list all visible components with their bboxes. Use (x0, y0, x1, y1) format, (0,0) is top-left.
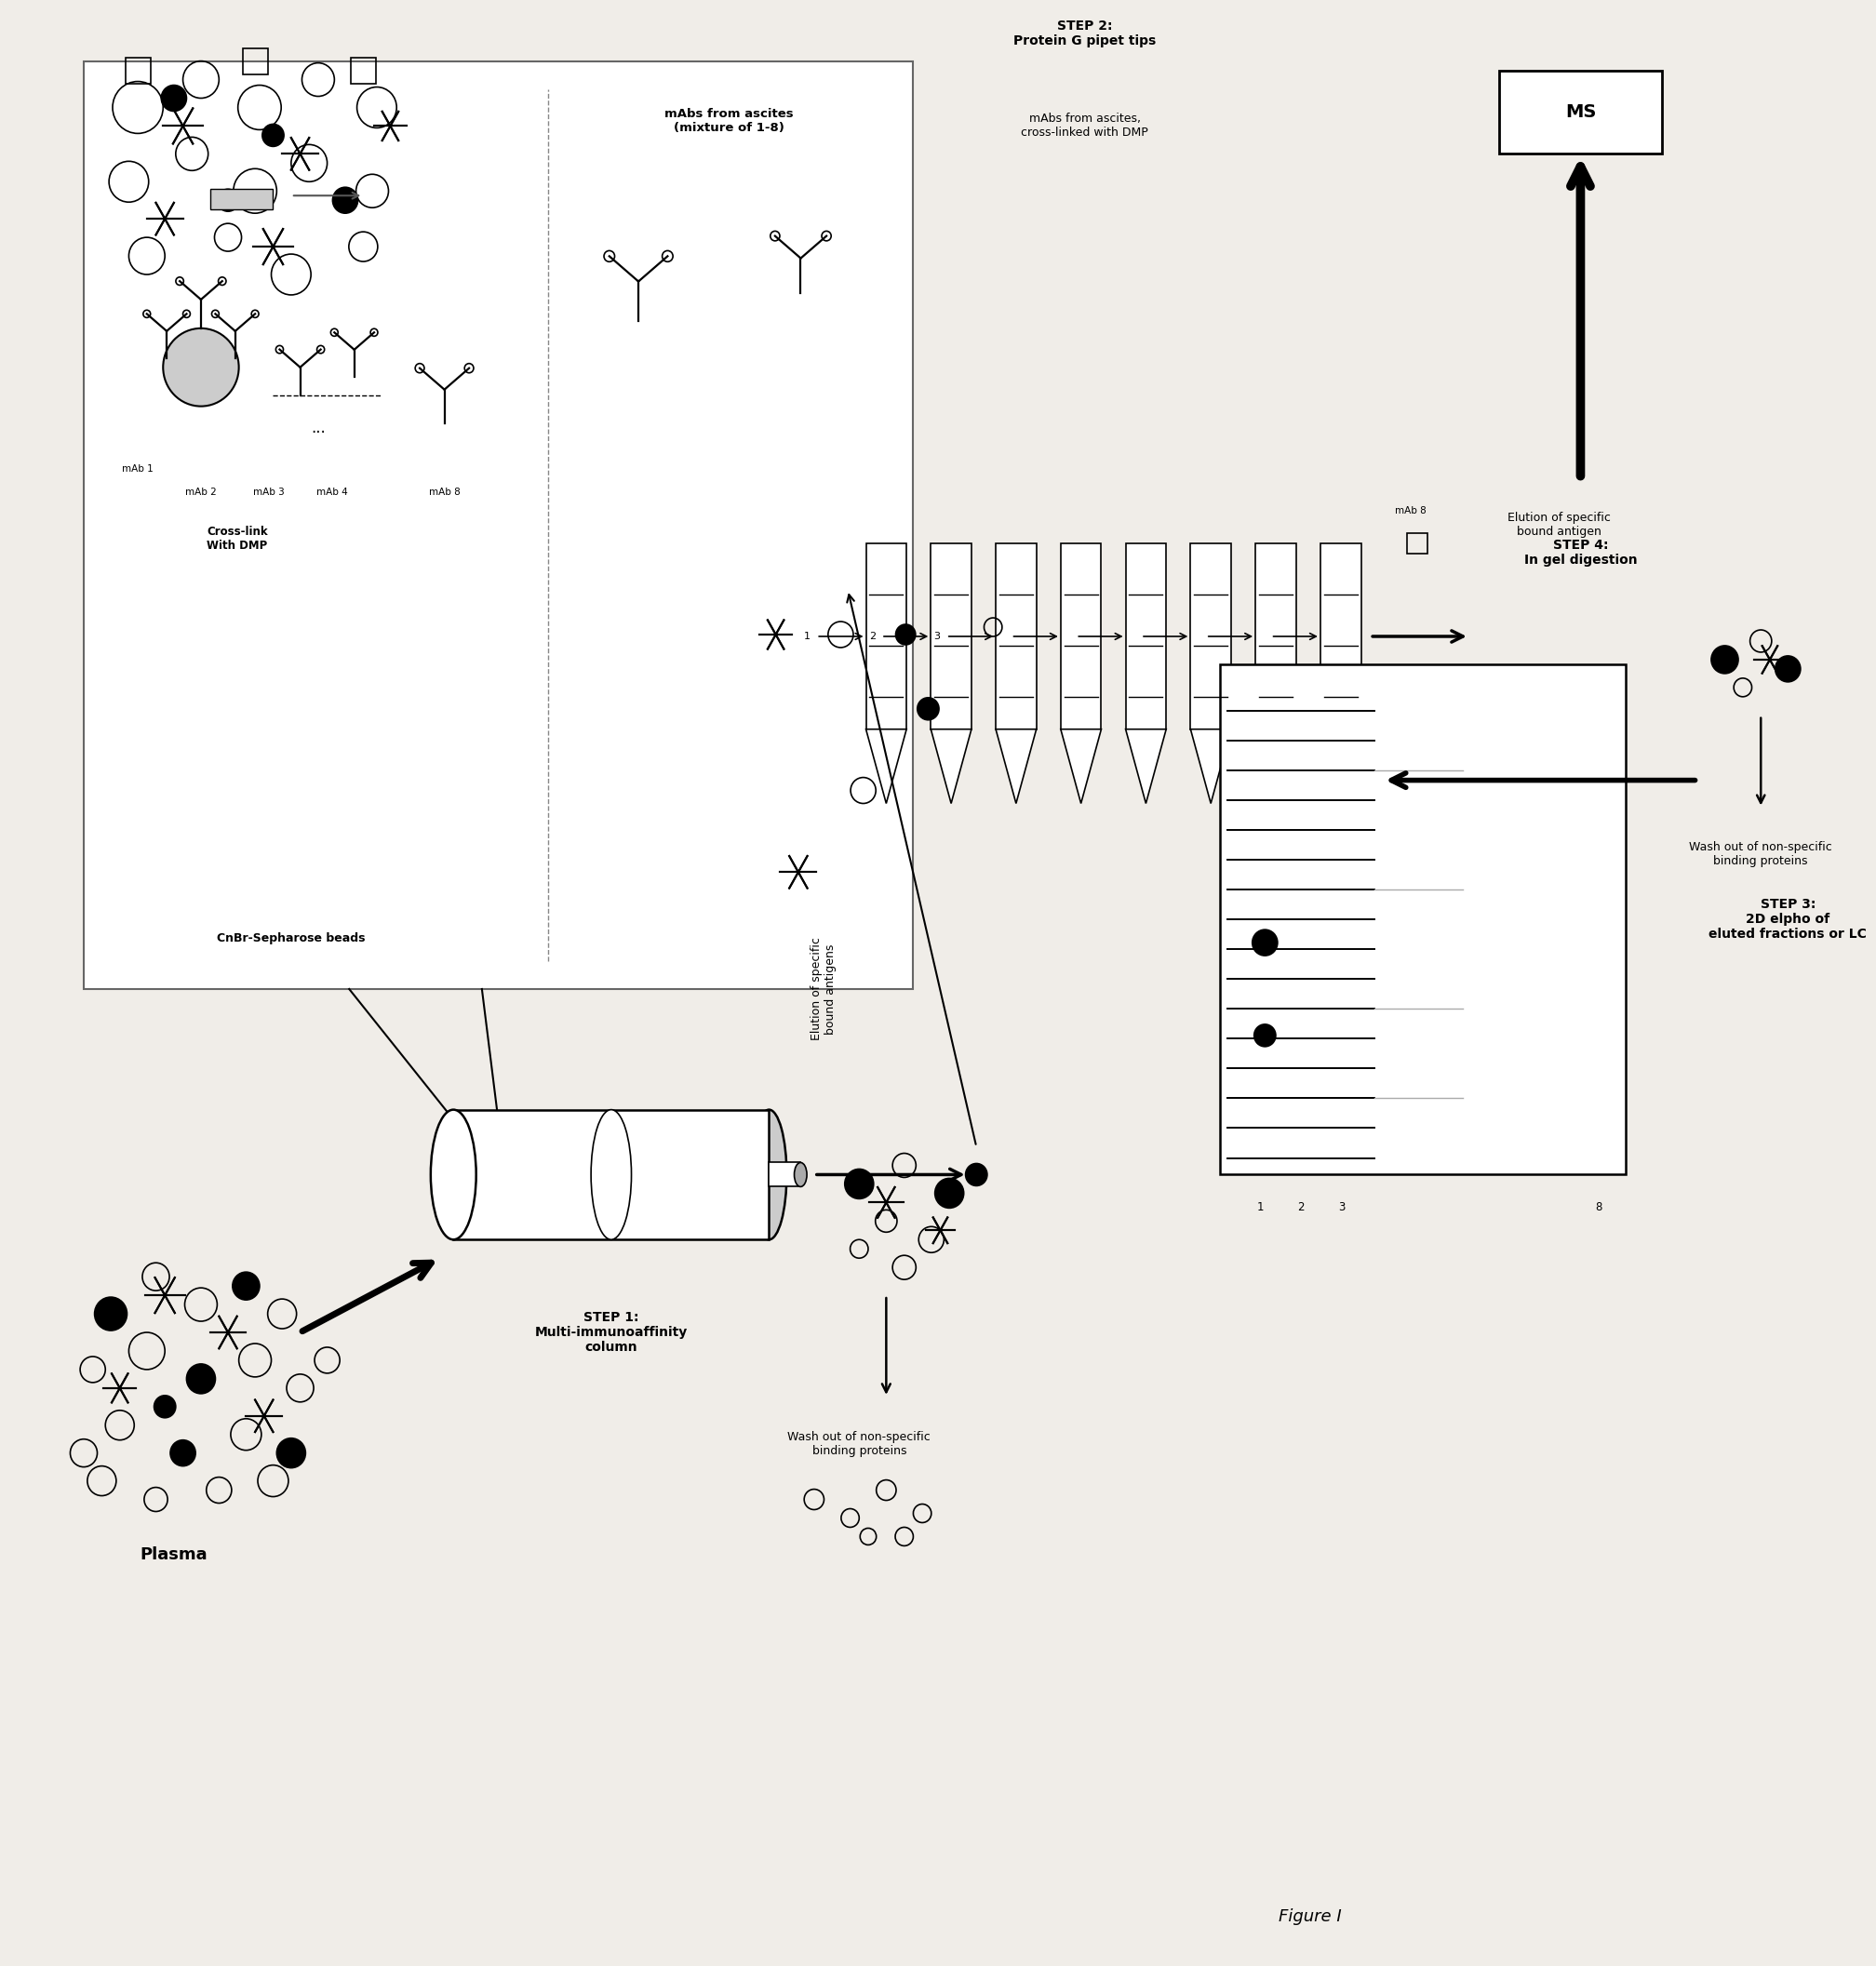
Circle shape (276, 1439, 306, 1469)
Bar (210, 189, 274, 210)
Polygon shape (867, 729, 906, 804)
Polygon shape (930, 729, 972, 804)
Bar (1499, 71, 1662, 153)
Text: Wash out of non-specific
binding proteins: Wash out of non-specific binding protein… (788, 1431, 930, 1457)
Text: mAb 2: mAb 2 (186, 488, 216, 497)
Circle shape (917, 698, 940, 720)
Circle shape (218, 189, 238, 212)
Bar (1126, 545, 1167, 729)
Ellipse shape (750, 1109, 786, 1241)
Text: mAb 4: mAb 4 (315, 488, 347, 497)
Text: STEP 3:
2D elpho of
eluted fractions or LC: STEP 3: 2D elpho of eluted fractions or … (1709, 898, 1867, 942)
Circle shape (1711, 645, 1739, 674)
Bar (867, 545, 906, 729)
Text: MS: MS (1565, 104, 1596, 122)
Text: 1: 1 (1257, 1201, 1264, 1213)
Bar (1407, 533, 1428, 554)
Text: Elution of specific
bound antigen: Elution of specific bound antigen (1508, 511, 1611, 539)
Bar (1219, 665, 1626, 1174)
Circle shape (1253, 930, 1278, 955)
Circle shape (154, 1396, 176, 1417)
Bar (351, 57, 375, 83)
Bar (769, 1162, 801, 1187)
Polygon shape (1191, 729, 1231, 804)
Text: Cross-link
With DMP: Cross-link With DMP (206, 527, 268, 552)
Text: 3: 3 (934, 631, 940, 641)
Circle shape (1775, 657, 1801, 682)
Circle shape (966, 1164, 987, 1185)
Bar (1321, 545, 1360, 729)
Polygon shape (1126, 729, 1167, 804)
Text: STEP 1:
Multi-immunoaffinity
column: STEP 1: Multi-immunoaffinity column (535, 1311, 688, 1355)
Bar (242, 47, 268, 75)
Text: 2: 2 (1298, 1201, 1304, 1213)
Text: mAbs from ascites,
cross-linked with DMP: mAbs from ascites, cross-linked with DMP (1021, 112, 1148, 140)
Circle shape (263, 124, 283, 145)
Ellipse shape (794, 1162, 807, 1187)
Ellipse shape (431, 1109, 477, 1241)
Text: CnBr-Sepharose beads: CnBr-Sepharose beads (218, 932, 366, 944)
Bar (84, 61, 914, 989)
Bar (126, 57, 150, 83)
Bar (1255, 545, 1296, 729)
Polygon shape (1255, 729, 1296, 804)
Text: mAb 1: mAb 1 (122, 464, 154, 474)
Circle shape (163, 328, 238, 407)
Circle shape (844, 1170, 874, 1199)
Circle shape (94, 1298, 128, 1331)
Bar (1060, 545, 1101, 729)
Circle shape (186, 1364, 216, 1394)
Bar (996, 545, 1036, 729)
Circle shape (233, 1272, 259, 1300)
Text: Plasma: Plasma (141, 1547, 208, 1563)
Text: STEP 2:
Protein G pipet tips: STEP 2: Protein G pipet tips (1013, 20, 1156, 47)
Circle shape (171, 1439, 195, 1467)
Ellipse shape (591, 1109, 632, 1241)
Circle shape (332, 187, 358, 212)
Polygon shape (996, 729, 1036, 804)
Circle shape (161, 85, 186, 112)
Bar (1191, 545, 1231, 729)
Bar (930, 545, 972, 729)
Polygon shape (1321, 729, 1360, 804)
Text: Elution of specific
bound antigens: Elution of specific bound antigens (810, 938, 837, 1040)
Text: Figure I: Figure I (1279, 1909, 1341, 1925)
Text: mAb 8: mAb 8 (1394, 507, 1426, 515)
Text: 8: 8 (1595, 1201, 1602, 1213)
Text: STEP 4:
In gel digestion: STEP 4: In gel digestion (1523, 539, 1638, 566)
Text: 2: 2 (869, 631, 876, 641)
Circle shape (895, 625, 915, 645)
Bar (454, 1109, 769, 1241)
Text: mAbs from ascites
(mixture of 1-8): mAbs from ascites (mixture of 1-8) (664, 108, 794, 134)
Text: mAb 3: mAb 3 (253, 488, 285, 497)
Polygon shape (1060, 729, 1101, 804)
Text: ...: ... (311, 419, 326, 436)
Text: 3: 3 (1338, 1201, 1345, 1213)
Circle shape (934, 1178, 964, 1207)
Text: mAb 8: mAb 8 (430, 488, 460, 497)
Text: Wash out of non-specific
binding proteins: Wash out of non-specific binding protein… (1688, 841, 1833, 867)
Circle shape (1253, 1024, 1276, 1046)
Text: 1: 1 (805, 631, 810, 641)
